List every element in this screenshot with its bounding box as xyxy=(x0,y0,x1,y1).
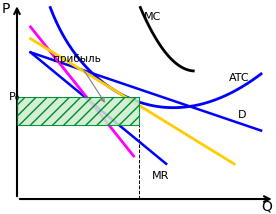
Text: MR: MR xyxy=(152,171,169,181)
Text: Q: Q xyxy=(261,200,272,214)
Text: прибыль: прибыль xyxy=(53,54,104,102)
Text: P: P xyxy=(2,2,10,16)
Text: MC: MC xyxy=(144,12,161,22)
Text: D: D xyxy=(238,110,246,120)
Text: P₀: P₀ xyxy=(9,92,20,102)
Text: ATC: ATC xyxy=(229,73,250,83)
FancyBboxPatch shape xyxy=(17,97,139,125)
